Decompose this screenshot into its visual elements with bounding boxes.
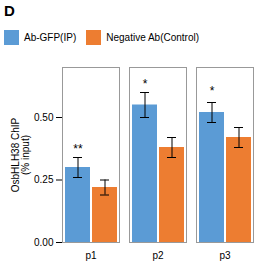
svg-text:p3: p3 [219,250,231,261]
svg-text:p1: p1 [85,250,97,261]
svg-text:*: * [143,77,148,91]
svg-text:**: ** [73,142,83,156]
svg-text:*: * [210,84,215,98]
html-text:Ab-GFP(IP): Ab-GFP(IP) [24,32,77,43]
svg-text:p2: p2 [152,250,164,261]
html-text:D: D [4,2,15,19]
svg-text:OsbHLH38 ChIP(% input): OsbHLH38 ChIP(% input) [10,117,31,192]
svg-text:0.50: 0.50 [34,112,54,123]
html-text:Negative Ab(Control): Negative Ab(Control) [106,32,200,43]
svg-text:0.25: 0.25 [34,174,54,185]
svg-text:0.00: 0.00 [34,237,54,248]
